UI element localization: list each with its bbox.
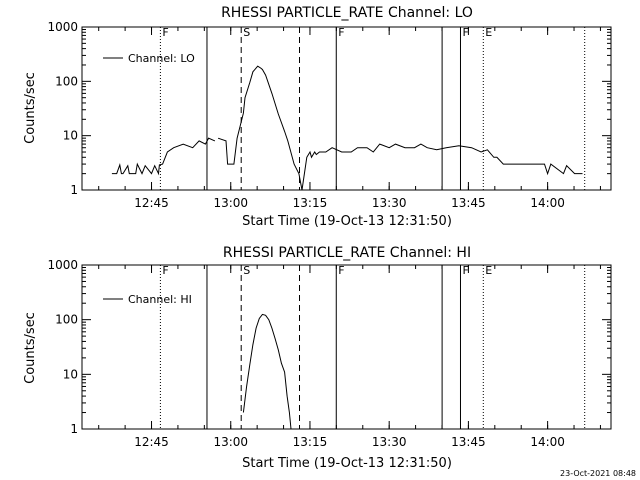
series-layer [242, 313, 292, 430]
event-label: S [243, 26, 250, 39]
x-tick-label: 13:00 [213, 196, 248, 210]
chart-panel-hi: RHESSI PARTICLE_RATE Channel: HI Start T… [23, 245, 612, 471]
y-tick-label: 1 [70, 183, 78, 197]
event-label: F [162, 264, 168, 277]
x-tick-label: 13:00 [213, 435, 248, 449]
chart-title: RHESSI PARTICLE_RATE Channel: HI [223, 245, 471, 261]
x-tick-label: 13:15 [293, 435, 328, 449]
chart-title: RHESSI PARTICLE_RATE Channel: LO [221, 5, 473, 21]
y-tick-label: 100 [55, 74, 78, 88]
x-tick-label: 13:45 [451, 196, 486, 210]
axis-ticks: 12:45 13:00 13:15 13:30 13:45 14:00 1 10 100 1000 [47, 258, 611, 449]
y-axis-label: Counts/sec [23, 312, 38, 384]
legend: Channel: HI [103, 293, 192, 306]
axis-ticks: 12:45 13:00 13:15 13:30 13:45 14:00 1 10 100 1000 [47, 20, 611, 210]
timestamp: 23-Oct-2021 08:48 [560, 469, 636, 478]
series-line [242, 313, 292, 430]
x-axis-label: Start Time (19-Oct-13 12:31:50) [242, 214, 452, 229]
x-tick-label: 14:00 [530, 435, 565, 449]
event-label: S [243, 264, 250, 277]
x-tick-label: 13:45 [451, 435, 486, 449]
x-tick-label: 12:45 [134, 196, 169, 210]
event-label: E [485, 26, 492, 39]
y-tick-label: 10 [63, 367, 78, 381]
x-tick-label: 14:00 [530, 196, 565, 210]
x-tick-label: 13:15 [293, 196, 328, 210]
chart-panel-lo: RHESSI PARTICLE_RATE Channel: LO Start T… [23, 5, 612, 229]
y-tick-label: 100 [55, 313, 78, 327]
y-tick-label: 1000 [47, 20, 78, 34]
y-tick-label: 10 [63, 129, 78, 143]
y-axis-label: Counts/sec [23, 72, 38, 144]
plot-frame [81, 26, 612, 191]
x-axis-label: Start Time (19-Oct-13 12:31:50) [242, 456, 452, 471]
series-line [111, 137, 216, 176]
event-label: F [162, 26, 168, 39]
series-layer [111, 65, 583, 191]
x-tick-label: 12:45 [134, 435, 169, 449]
y-tick-label: 1000 [47, 258, 78, 272]
event-label: F [338, 26, 344, 39]
x-tick-label: 13:30 [372, 196, 407, 210]
series-line [217, 65, 583, 191]
x-tick-label: 13:30 [372, 435, 407, 449]
legend: Channel: LO [103, 52, 195, 65]
legend-label: Channel: HI [128, 293, 192, 306]
event-label: F [462, 26, 468, 39]
legend-label: Channel: LO [128, 52, 195, 65]
y-tick-label: 1 [70, 422, 78, 436]
plot-frame [81, 264, 612, 430]
event-label: F [462, 264, 468, 277]
event-label: F [338, 264, 344, 277]
event-label: E [485, 264, 492, 277]
